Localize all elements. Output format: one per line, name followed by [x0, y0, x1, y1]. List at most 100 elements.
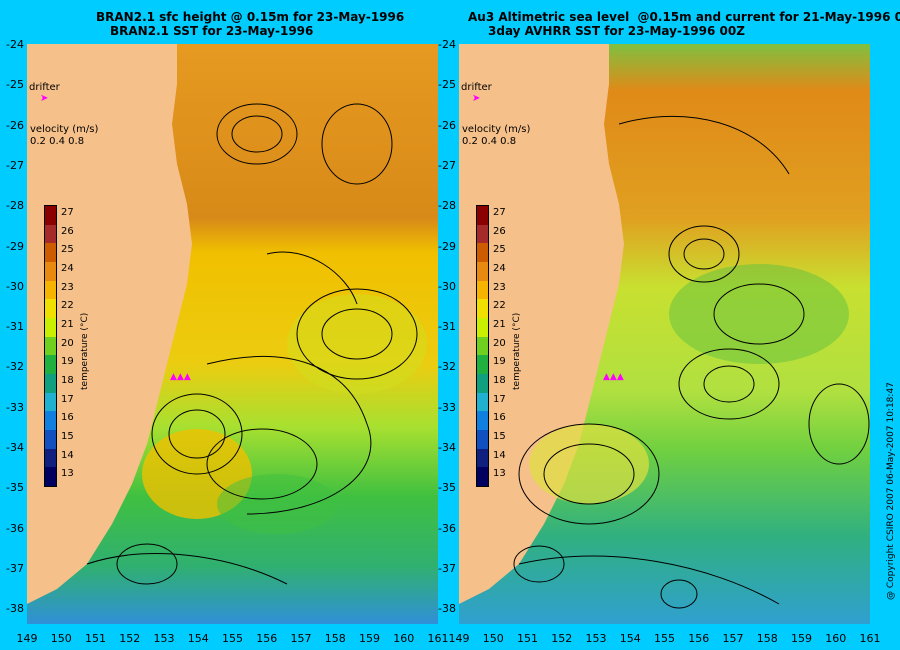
latitude-tick-label: -28: [6, 199, 24, 213]
colorbar-tick-label: 26: [61, 225, 74, 237]
colorbar-segment: [477, 448, 488, 468]
colorbar-segment: [45, 336, 56, 356]
right-map-graphic: [459, 44, 870, 624]
latitude-tick-label: -31: [438, 320, 456, 334]
longitude-tick-label: 150: [50, 632, 72, 645]
latitude-tick-label: -36: [6, 521, 24, 535]
left-map-graphic: [27, 44, 438, 624]
colorbar-segment: [45, 280, 56, 300]
latitude-tick-label: -25: [6, 78, 24, 92]
right-drifter-path: ▲▲▲: [603, 372, 624, 382]
longitude-tick-label: 160: [825, 632, 847, 645]
longitude-tick-label: 158: [756, 632, 778, 645]
colorbar-segment: [477, 261, 488, 281]
right-velocity-scale: 0.2 0.4 0.8: [462, 136, 517, 147]
left-map-panel: [27, 44, 438, 624]
latitude-tick-label: -35: [438, 481, 456, 495]
colorbar-tick-label: 18: [493, 375, 506, 386]
longitude-tick-label: 160: [393, 632, 415, 645]
latitude-tick-label: -34: [438, 441, 456, 454]
left-drifter-path: ▲▲▲: [170, 372, 191, 382]
colorbar-segment: [45, 467, 56, 486]
colorbar-tick-label: 25: [61, 244, 74, 256]
longitude-tick-label: 151: [85, 632, 106, 645]
right-title-line1: Au3 Altimetric sea level @0.15m and curr…: [468, 10, 900, 24]
longitude-tick-label: 149: [448, 632, 470, 645]
longitude-tick-label: 152: [119, 632, 141, 645]
colorbar-tick-label: 27: [493, 207, 506, 218]
colorbar-tick-label: 23: [61, 281, 74, 293]
colorbar-tick-label: 19: [61, 356, 74, 368]
latitude-tick-label: -31: [6, 320, 24, 334]
left-colorbar: [44, 205, 57, 487]
colorbar-segment: [477, 467, 488, 486]
longitude-tick-label: 151: [517, 632, 538, 645]
left-colorbar-title: temperature (°C): [80, 312, 90, 390]
colorbar-tick-label: 27: [61, 207, 74, 218]
longitude-tick-label: 156: [256, 632, 278, 645]
longitude-tick-label: 153: [153, 632, 175, 645]
right-velocity-label: velocity (m/s): [462, 124, 531, 135]
colorbar-segment: [477, 299, 488, 318]
colorbar-tick-label: 18: [61, 375, 74, 386]
colorbar-tick-label: 13: [493, 468, 506, 480]
colorbar-tick-label: 13: [61, 468, 74, 480]
colorbar-segment: [477, 373, 488, 393]
latitude-tick-label: -26: [438, 118, 456, 132]
colorbar-segment: [45, 206, 56, 225]
left-velocity-label: velocity (m/s): [30, 124, 99, 135]
right-title-line2: 3day AVHRR SST for 23-May-1996 00Z: [488, 24, 745, 38]
left-drifter-label: drifter: [29, 82, 60, 93]
longitude-tick-label: 154: [619, 632, 641, 645]
latitude-tick-label: -36: [438, 521, 456, 535]
colorbar-tick-label: 14: [61, 449, 74, 461]
colorbar-segment: [477, 280, 488, 300]
colorbar-tick-label: 23: [493, 281, 506, 293]
longitude-tick-label: 155: [654, 632, 675, 645]
latitude-tick-label: -28: [438, 199, 456, 213]
longitude-tick-label: 157: [722, 632, 744, 645]
colorbar-segment: [45, 392, 56, 412]
latitude-tick-label: -33: [438, 400, 456, 414]
latitude-tick-label: -24: [6, 38, 24, 51]
colorbar-segment: [477, 317, 488, 337]
colorbar-tick-label: 15: [493, 431, 506, 442]
latitude-tick-label: -26: [6, 118, 24, 132]
colorbar-segment: [45, 317, 56, 337]
longitude-tick-label: 154: [187, 632, 209, 645]
longitude-tick-label: 159: [791, 632, 812, 645]
latitude-tick-label: -35: [6, 481, 24, 495]
left-title-line2: BRAN2.1 SST for 23-May-1996: [110, 24, 314, 38]
latitude-tick-label: -30: [438, 279, 456, 293]
colorbar-tick-label: 19: [493, 356, 506, 368]
left-drifter-marker-icon: ➤: [40, 93, 49, 104]
longitude-tick-label: 161: [427, 632, 449, 645]
colorbar-tick-label: 22: [61, 300, 74, 312]
colorbar-tick-label: 20: [61, 337, 74, 349]
colorbar-segment: [45, 355, 56, 374]
right-drifter-marker-icon: ➤: [472, 93, 481, 104]
longitude-tick-label: 158: [324, 632, 346, 645]
latitude-tick-label: -27: [438, 158, 456, 172]
longitude-tick-label: 155: [222, 632, 243, 645]
longitude-tick-label: 149: [16, 632, 38, 645]
longitude-tick-label: 156: [688, 632, 710, 645]
latitude-tick-label: -29: [6, 239, 24, 253]
longitude-tick-label: 150: [482, 632, 504, 645]
colorbar-segment: [477, 224, 488, 244]
latitude-tick-label: -34: [6, 441, 24, 454]
latitude-tick-label: -25: [438, 78, 456, 92]
colorbar-segment: [477, 243, 488, 262]
colorbar-segment: [477, 355, 488, 374]
longitude-tick-label: 159: [359, 632, 380, 645]
colorbar-tick-label: 17: [493, 393, 506, 405]
colorbar-tick-label: 25: [493, 244, 506, 256]
latitude-tick-label: -24: [438, 38, 456, 51]
right-colorbar-title: temperature (°C): [512, 312, 522, 390]
colorbar-segment: [477, 429, 488, 449]
latitude-tick-label: -30: [6, 279, 24, 293]
colorbar-tick-label: 24: [493, 263, 506, 274]
longitude-tick-label: 153: [585, 632, 607, 645]
latitude-tick-label: -29: [438, 239, 456, 253]
latitude-tick-label: -37: [6, 561, 24, 575]
